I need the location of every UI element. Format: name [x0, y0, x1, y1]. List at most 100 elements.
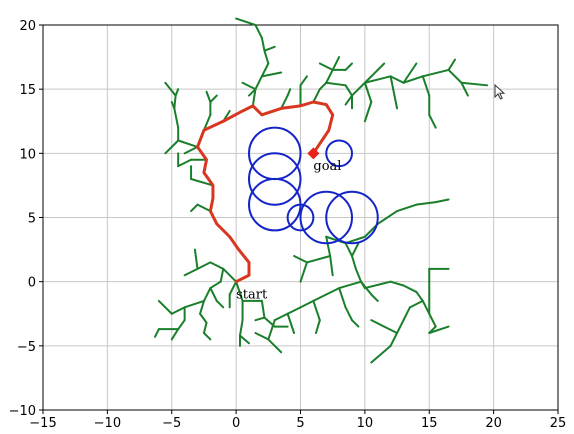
tree-edge — [370, 319, 386, 328]
tree-edge — [170, 101, 176, 110]
tree-edge — [209, 280, 222, 290]
tree-edge — [421, 68, 450, 78]
tree-edge — [299, 261, 308, 283]
x-tick-label: −5 — [162, 416, 181, 431]
tree-edge — [209, 287, 218, 302]
tree-edge — [238, 319, 244, 337]
tree-edge — [202, 332, 212, 341]
tree-edge — [447, 58, 456, 71]
tree-edge — [254, 24, 263, 39]
tree-edge — [260, 62, 270, 78]
tree-edge — [363, 75, 392, 84]
tree-edge — [428, 113, 437, 129]
x-tick-label: −15 — [29, 416, 56, 431]
y-tick-label: 20 — [19, 19, 36, 34]
tree-edge — [202, 321, 208, 334]
goal-marker — [307, 147, 320, 160]
x-tick-label: 5 — [296, 416, 304, 431]
tree-edge — [325, 287, 341, 296]
tree-edge — [363, 280, 392, 290]
tree-edge — [293, 255, 308, 264]
tree-edge — [376, 62, 386, 71]
tree-edge — [415, 290, 424, 302]
tree-edge — [170, 306, 186, 315]
tree-edge — [241, 81, 257, 91]
tree-edge — [363, 101, 373, 123]
tree-edge — [286, 312, 296, 334]
tree-edge — [447, 68, 463, 84]
tree-edge — [267, 319, 276, 341]
tree-edge — [351, 242, 360, 257]
tree-edge — [263, 49, 270, 65]
tree-edge — [267, 338, 283, 354]
tree-edge — [199, 312, 208, 324]
obstacle-circle — [299, 190, 353, 245]
mouse-pointer-icon — [494, 84, 506, 100]
tree-edge — [389, 75, 405, 84]
tree-edge — [415, 201, 437, 206]
x-tick-label: 10 — [357, 416, 374, 431]
tree-edge — [354, 267, 363, 283]
tree-edge — [196, 203, 212, 213]
tree-edge — [273, 312, 289, 322]
tree-edge — [238, 334, 250, 345]
tree-edge — [174, 88, 180, 97]
y-tick-label: 15 — [19, 83, 36, 98]
tree-edge — [251, 88, 257, 107]
tree-edge — [389, 280, 405, 287]
tree-edge — [299, 75, 308, 87]
tree-edge — [183, 299, 205, 309]
tree-edge — [338, 280, 363, 290]
tree-edge — [325, 68, 334, 84]
tree-edge — [434, 198, 450, 204]
tree-edge — [351, 319, 360, 328]
tree-edge — [389, 332, 399, 347]
start-label: start — [236, 288, 268, 303]
goal-diamond — [307, 147, 320, 160]
tree-edge — [421, 299, 431, 315]
tree-edge — [363, 68, 379, 84]
tree-edge — [460, 81, 489, 87]
tree-edge — [376, 210, 399, 225]
rrt-tree — [154, 17, 489, 364]
tree-edge — [370, 293, 379, 302]
tree-edge — [260, 36, 266, 52]
tree-edge — [154, 328, 160, 338]
tree-edge — [260, 71, 283, 78]
tree-edge — [389, 75, 395, 91]
tree-edge — [199, 299, 205, 315]
tree-edge — [402, 306, 411, 322]
path-line — [196, 100, 335, 284]
goal-label: goal — [313, 159, 341, 174]
x-tick-label: −10 — [94, 416, 121, 431]
tree-edge — [312, 299, 321, 322]
tree-edge — [314, 319, 321, 334]
tree-edge — [392, 88, 399, 110]
x-tick-label: 20 — [485, 416, 502, 431]
tree-edge — [396, 319, 405, 334]
tree-edge — [219, 267, 225, 283]
tree-edge — [402, 284, 418, 293]
tree-edge — [254, 332, 270, 341]
tree-edge — [170, 328, 180, 341]
tree-edge — [383, 325, 399, 334]
tree-edge — [183, 267, 199, 277]
tree-edge — [190, 178, 214, 187]
obstacles — [248, 126, 379, 245]
tree-edge — [428, 325, 450, 334]
x-tick-label: 25 — [550, 416, 567, 431]
tree-edge — [157, 299, 173, 315]
tree-edge — [235, 280, 244, 302]
tree-edge — [344, 306, 353, 322]
tree-edge — [363, 81, 373, 103]
tree-edge — [193, 248, 199, 270]
tree-edge — [344, 84, 353, 97]
tree-edge — [325, 235, 332, 257]
tree-edge — [164, 139, 180, 155]
tree-edge — [396, 203, 418, 213]
y-tick-label: 10 — [19, 147, 36, 162]
tree-edge — [402, 62, 418, 84]
tree-edge — [351, 255, 357, 270]
tree-edge — [183, 145, 199, 155]
